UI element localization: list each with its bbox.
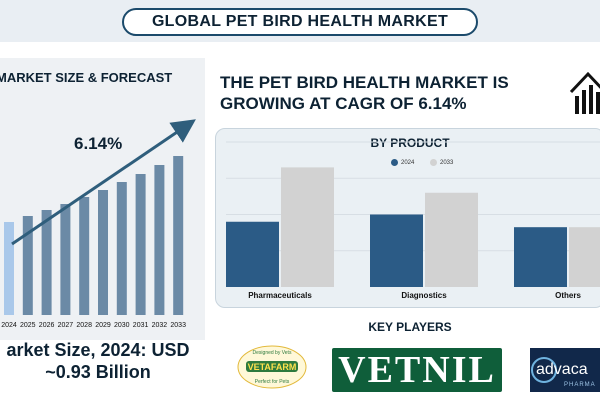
legend-2033: 2033	[430, 159, 453, 166]
growth-line2: GROWING AT CAGR OF 6.14%	[220, 94, 467, 113]
market-size-text: arket Size, 2024: USD ~0.93 Billion	[0, 339, 208, 383]
legend-2024-label: 2024	[401, 159, 415, 166]
vetafarm-tagline-bottom: Perfect for Pets	[255, 379, 290, 385]
forecast-bar-2024	[4, 222, 14, 315]
product-bar-others-2033	[569, 227, 600, 287]
forecast-tick-2033: 2033	[170, 322, 186, 329]
advacare-wordmark: advaca	[536, 361, 588, 378]
cagr-annotation: 6.14%	[74, 134, 123, 153]
forecast-tick-2026: 2026	[38, 322, 55, 329]
forecast-tick-2028: 2028	[76, 322, 92, 329]
market-size-line1: arket Size, 2024: USD	[6, 340, 190, 360]
forecast-bar-2029	[98, 190, 108, 315]
forecast-tick-2029: 2029	[95, 322, 111, 329]
legend-2024-swatch	[391, 159, 398, 166]
product-bar-diagnostics-2024	[370, 214, 423, 287]
forecast-bar-2028	[79, 197, 90, 315]
forecast-tick-2030: 2030	[114, 322, 130, 329]
forecast-tick-2027: 2027	[57, 322, 74, 329]
forecast-title: MARKET SIZE & FORECAST	[0, 70, 173, 85]
product-category-diagnostics: Diagnostics	[401, 291, 447, 300]
product-bar-others-2024	[514, 227, 567, 287]
legend-2033-swatch	[430, 159, 437, 166]
key-players-title: KEY PLAYERS	[368, 320, 452, 334]
growth-house-icon	[569, 71, 600, 114]
market-size-line2: ~0.93 Billion	[45, 362, 151, 382]
forecast-tick-2031: 2031	[132, 322, 149, 329]
by-product-title: BY PRODUCT	[370, 136, 450, 150]
advacare-sub: PHARMA	[564, 382, 596, 388]
vetafarm-wordmark: VETAFARM	[248, 362, 297, 372]
forecast-bar-2030	[116, 182, 127, 315]
forecast-bar-2025	[22, 216, 33, 315]
forecast-bar-2033	[173, 156, 184, 315]
forecast-tick-2032: 2032	[151, 322, 168, 329]
page-title: GLOBAL PET BIRD HEALTH MARKET	[122, 8, 478, 36]
product-category-pharmaceuticals: Pharmaceuticals	[248, 291, 312, 300]
forecast-tick-2024: 2024	[1, 322, 17, 329]
advacare-logo: advaca PHARMA	[530, 348, 600, 392]
forecast-bar-2031	[135, 174, 146, 315]
legend-2024: 2024	[391, 159, 414, 166]
legend-2033-label: 2033	[440, 159, 454, 166]
forecast-tick-2025: 2025	[20, 322, 36, 329]
forecast-bar-2026	[41, 210, 52, 315]
forecast-bar-2032	[154, 165, 165, 315]
growth-headline: THE PET BIRD HEALTH MARKET IS GROWING AT…	[220, 72, 540, 114]
vetafarm-tagline-top: Designed by Vets	[253, 350, 292, 356]
product-category-others: Others	[555, 291, 581, 300]
growth-line1: THE PET BIRD HEALTH MARKET IS	[220, 73, 509, 92]
product-bar-pharmaceuticals-2033	[281, 167, 334, 287]
vetnil-wordmark: VETNIL	[338, 349, 496, 391]
vetafarm-logo: Designed by Vets VETAFARM Perfect for Pe…	[237, 345, 307, 389]
product-bar-pharmaceuticals-2024	[226, 221, 279, 287]
product-bar-diagnostics-2033	[425, 192, 478, 287]
trend-arrow	[11, 119, 196, 246]
vetnil-logo: VETNIL	[332, 348, 502, 392]
forecast-bar-2027	[60, 204, 71, 315]
